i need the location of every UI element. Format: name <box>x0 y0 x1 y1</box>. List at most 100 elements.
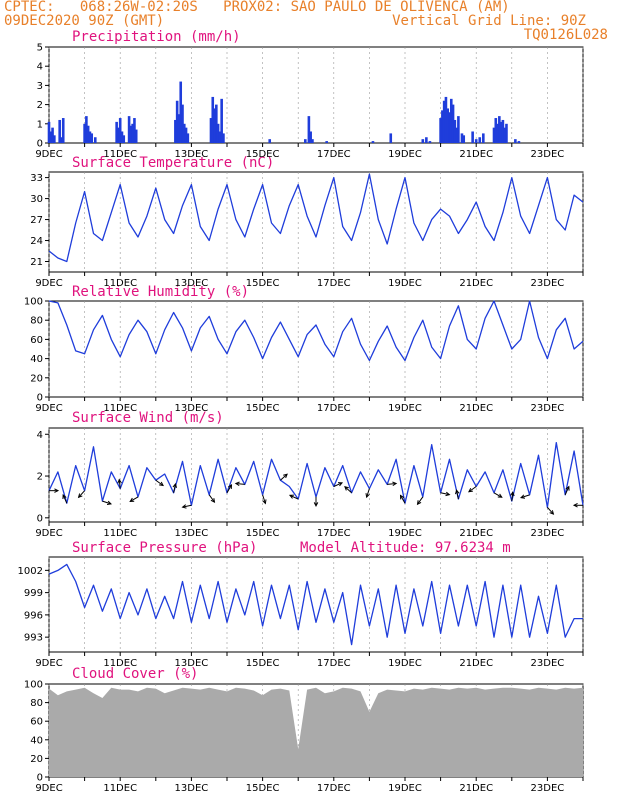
precip-ytick-label: 3 <box>37 81 43 92</box>
precip-ytick-label: 0 <box>37 139 43 150</box>
precip-bar <box>311 139 314 143</box>
precip-bar <box>181 104 184 143</box>
rh-ytick-label: 40 <box>30 354 43 365</box>
pres-ytick-label: 996 <box>24 610 43 621</box>
rh-xtick-label: 23DEC <box>531 403 565 414</box>
precip-bar <box>307 116 311 143</box>
pres-xtick-label: 9DEC <box>35 658 62 669</box>
panel-title-wind: Surface Wind (m/s) <box>72 410 224 426</box>
precip-bar <box>85 116 88 143</box>
precip-bar <box>184 127 188 143</box>
wind-arrow <box>182 504 192 508</box>
header-date: 09DEC2020 90Z (GMT) <box>4 13 165 29</box>
precip-bar <box>428 141 432 143</box>
precip-bar <box>460 133 464 143</box>
wind-arrowhead <box>344 485 349 491</box>
wind-arrow <box>387 482 397 485</box>
pres-xtick-label: 17DEC <box>317 658 351 669</box>
precip-bar <box>179 81 183 143</box>
wind-arrowhead <box>455 489 460 495</box>
temp-xtick-label: 19DEC <box>388 278 422 289</box>
cloud-ytick-label: 60 <box>30 717 43 728</box>
precip-bar <box>177 114 181 143</box>
pres-line <box>48 563 583 646</box>
precip-bar <box>449 98 453 143</box>
precip-bar <box>471 131 474 143</box>
wind-arrowhead <box>227 484 233 489</box>
wind-arrow <box>62 494 68 504</box>
precip-bar <box>211 96 215 143</box>
rh-xtick-label: 9DEC <box>35 403 62 414</box>
precip-bar <box>474 139 478 143</box>
wind-arrowhead <box>365 493 370 499</box>
wind-ytick-label: 2 <box>37 472 43 483</box>
precip-bar <box>47 121 51 143</box>
precip-xtick-label: 19DEC <box>388 149 422 160</box>
precip-bar <box>174 119 177 143</box>
precip-bar <box>268 139 272 143</box>
precip-bar <box>49 131 53 143</box>
precip-bar <box>325 141 328 143</box>
panel-title-precipitation: Precipitation (mm/h) <box>72 29 241 45</box>
wind-arrow <box>400 495 406 504</box>
rh-line <box>48 300 584 362</box>
temp-ytick-label: 21 <box>30 257 43 268</box>
wind-arrow <box>262 494 266 504</box>
wind-xtick-label: 13DEC <box>175 528 209 539</box>
pres-xtick-label: 23DEC <box>531 658 565 669</box>
cloud-xtick-label: 13DEC <box>175 783 209 794</box>
precip-bar <box>129 125 133 143</box>
precip-bar <box>127 116 131 143</box>
panel-title-temperature: Surface Temperature (nC) <box>72 155 275 171</box>
panel-title-humidity: Relative Humidity (%) <box>72 284 250 300</box>
wind-xtick-label: 15DEC <box>246 528 280 539</box>
cloud-xtick-label: 17DEC <box>317 783 351 794</box>
wind-arrow <box>280 473 288 481</box>
wind-arrowhead <box>468 487 473 493</box>
precip-bar <box>462 135 466 143</box>
wind-xtick-label: 19DEC <box>388 528 422 539</box>
precip-bar <box>439 118 442 143</box>
wind-arrow <box>520 494 530 499</box>
cloud-xtick-label: 9DEC <box>35 783 62 794</box>
wind-arrowhead <box>392 481 398 487</box>
cloud-ytick-label: 0 <box>37 773 43 784</box>
wind-arrow <box>129 496 139 502</box>
precip-bar <box>122 135 126 143</box>
wind-arrowhead <box>497 493 503 498</box>
temp-xtick-label: 15DEC <box>246 278 280 289</box>
wind-arrowhead <box>565 485 570 491</box>
temp-ytick-label: 27 <box>30 215 43 226</box>
header-line1: CPTEC: 068:26W-02:20S PROX02: SAO PAULO … <box>4 0 510 15</box>
precip-bar <box>93 137 97 143</box>
rh-ytick-label: 100 <box>24 297 43 308</box>
precip-xtick-label: 9DEC <box>35 149 62 160</box>
wind-arrowhead <box>117 478 122 484</box>
wind-ytick-label: 0 <box>37 513 43 524</box>
wind-xtick-label: 23DEC <box>531 528 565 539</box>
rh-ytick-label: 60 <box>30 335 43 346</box>
precip-bar <box>133 118 136 143</box>
wind-arrow <box>173 483 176 493</box>
cloud-ytick-label: 20 <box>30 754 43 765</box>
header-model-id: TQ0126L028 <box>523 27 608 43</box>
wind-ytick-label: 4 <box>37 430 43 441</box>
cloud-cover-area <box>49 687 583 777</box>
cloud-ytick-label: 80 <box>30 698 43 709</box>
precip-bar <box>117 127 120 143</box>
pres-xtick-label: 13DEC <box>175 658 209 669</box>
wind-arrow <box>564 486 570 496</box>
precip-bar <box>498 116 501 143</box>
temp-xtick-label: 17DEC <box>317 278 351 289</box>
wind-arrowhead <box>62 493 67 499</box>
temp-ytick-label: 33 <box>30 173 43 184</box>
temp-xtick-label: 23DEC <box>531 278 565 289</box>
precip-bar <box>389 133 393 143</box>
precip-bar <box>304 139 307 143</box>
precip-bar <box>371 141 375 143</box>
precip-bar <box>455 127 458 143</box>
wind-arrowhead <box>210 498 216 504</box>
cloud-xtick-label: 11DEC <box>103 783 137 794</box>
wind-arrow <box>468 486 477 493</box>
